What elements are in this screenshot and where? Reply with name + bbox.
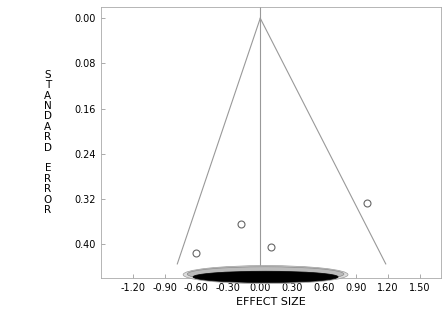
- X-axis label: EFFECT SIZE: EFFECT SIZE: [236, 297, 306, 307]
- Ellipse shape: [193, 271, 338, 283]
- Text: S
T
A
N
D
A
R
D
 
E
R
R
O
R: S T A N D A R D E R R O R: [44, 70, 52, 215]
- Ellipse shape: [183, 266, 348, 284]
- Ellipse shape: [187, 267, 344, 281]
